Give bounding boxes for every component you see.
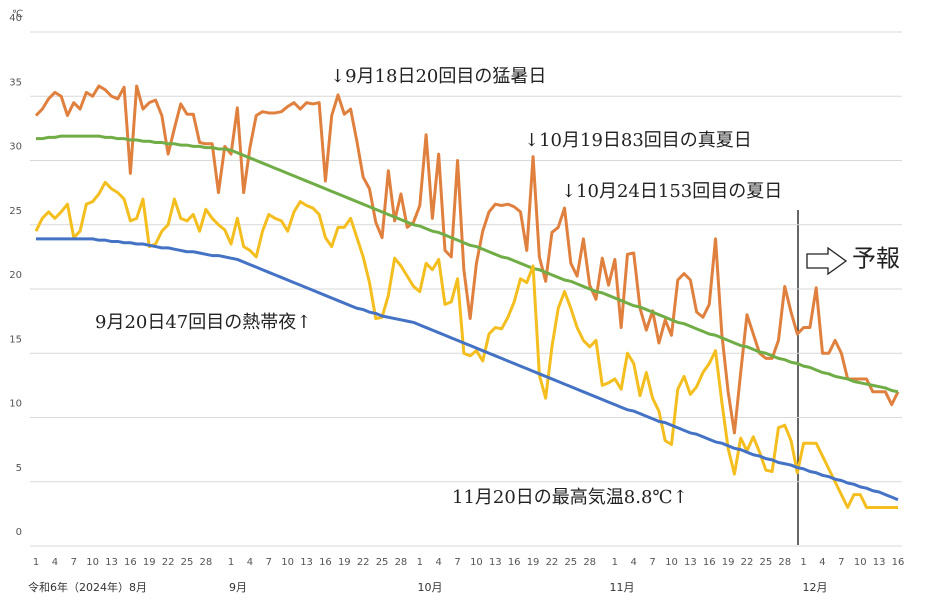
x-tick-label: 1 — [33, 557, 39, 568]
x-tick-label: 1 — [612, 557, 618, 568]
x-tick-label: 25 — [760, 557, 773, 568]
x-tick-label: 16 — [892, 557, 905, 568]
series-line — [34, 180, 898, 509]
x-tick-label: 22 — [162, 557, 175, 568]
x-tick-label: 25 — [564, 557, 577, 568]
x-tick-label: 28 — [395, 557, 408, 568]
annotation: 予報 — [852, 245, 900, 273]
x-tick-label: 16 — [124, 557, 137, 568]
x-tick-label: 22 — [357, 557, 370, 568]
forecast-arrow — [806, 246, 848, 276]
x-tick-label: 19 — [527, 557, 540, 568]
x-tick-label: 10 — [665, 557, 678, 568]
series-line — [36, 237, 899, 502]
y-tick-label: 40 — [9, 13, 22, 24]
month-label: 令和6年（2024年）8月 — [28, 580, 147, 594]
x-tick-label: 10 — [470, 557, 483, 568]
month-label: 10月 — [418, 581, 443, 594]
y-tick-label: 20 — [9, 270, 22, 281]
annotation: ↓9月18日20回目の猛暑日 — [330, 66, 546, 87]
x-tick-label: 13 — [873, 557, 886, 568]
month-label: 9月 — [229, 581, 247, 594]
x-tick-label: 19 — [338, 557, 351, 568]
x-tick-label: 4 — [435, 557, 441, 568]
annotation: ↓10月24日153回目の夏日 — [561, 181, 782, 202]
month-label: 11月 — [610, 581, 635, 594]
x-tick-label: 19 — [143, 557, 156, 568]
x-tick-label: 1 — [417, 557, 423, 568]
y-tick-label: 35 — [9, 77, 22, 88]
annotation: ↓10月19日83回目の真夏日 — [524, 130, 752, 151]
x-tick-label: 25 — [376, 557, 389, 568]
x-tick-label: 7 — [266, 557, 272, 568]
x-tick-label: 16 — [319, 557, 332, 568]
y-tick-label: 15 — [9, 334, 22, 345]
y-tick-label: 5 — [16, 463, 22, 474]
y-tick-label: 30 — [9, 142, 22, 153]
y-tick-label: 0 — [16, 527, 22, 538]
x-tick-label: 10 — [281, 557, 294, 568]
x-tick-label: 1 — [228, 557, 234, 568]
x-tick-label: 7 — [838, 557, 844, 568]
x-tick-label: 4 — [631, 557, 637, 568]
x-tick-label: 10 — [86, 557, 99, 568]
y-tick-label: 10 — [9, 399, 22, 410]
series-line — [36, 134, 899, 394]
x-tick-label: 4 — [52, 557, 58, 568]
x-tick-label: 10 — [854, 557, 867, 568]
annotation: 9月20日47回目の熱帯夜↑ — [95, 312, 311, 333]
x-tick-label: 22 — [741, 557, 754, 568]
x-tick-label: 28 — [583, 557, 596, 568]
x-tick-label: 28 — [200, 557, 213, 568]
x-tick-label: 13 — [300, 557, 313, 568]
x-tick-label: 4 — [247, 557, 253, 568]
x-tick-label: 28 — [778, 557, 791, 568]
y-tick-label: 25 — [9, 206, 22, 217]
x-tick-label: 7 — [71, 557, 77, 568]
x-tick-label: 16 — [703, 557, 716, 568]
x-tick-label: 13 — [105, 557, 118, 568]
month-label: 12月 — [803, 581, 828, 594]
x-tick-label: 7 — [649, 557, 655, 568]
series-line — [34, 84, 900, 435]
unit-label: ℃ — [12, 9, 23, 20]
x-tick-label: 4 — [819, 557, 825, 568]
x-tick-label: 13 — [489, 557, 502, 568]
x-tick-label: 13 — [684, 557, 697, 568]
annotation: 11月20日の最高気温8.8℃↑ — [452, 487, 688, 508]
x-tick-label: 22 — [546, 557, 559, 568]
x-tick-label: 1 — [800, 557, 806, 568]
x-tick-label: 19 — [722, 557, 735, 568]
x-tick-label: 16 — [508, 557, 521, 568]
x-tick-label: 7 — [454, 557, 460, 568]
x-tick-label: 25 — [181, 557, 194, 568]
